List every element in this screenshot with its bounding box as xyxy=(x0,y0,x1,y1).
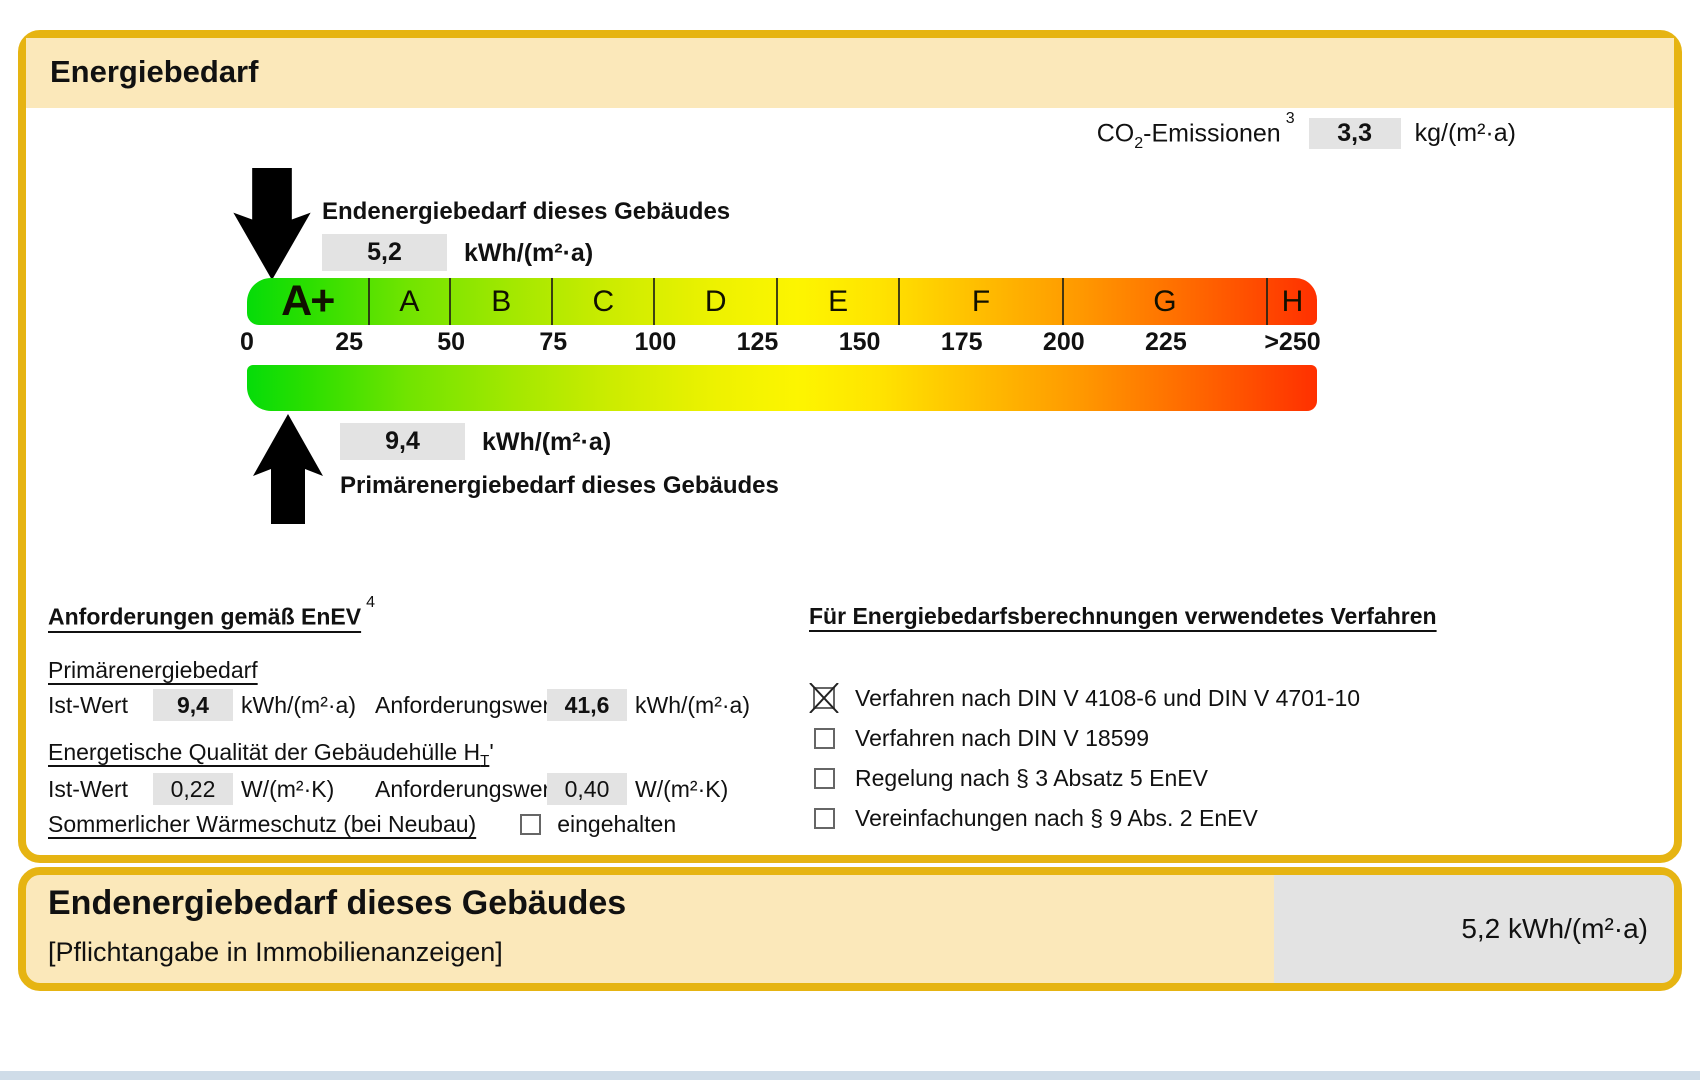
envelope-ist-value-box: 0,22 xyxy=(153,773,233,805)
method-row-3: Vereinfachungen nach § 9 Abs. 2 EnEV xyxy=(809,798,1360,838)
methods-title: Für Energiebedarfsberechnungen verwendet… xyxy=(809,603,1437,629)
envelope-quality-requirement-row: Ist-Wert 0,22 W/(m²·K) Anforderungswert … xyxy=(48,772,753,806)
primary-req-value-box: 41,6 xyxy=(547,689,627,721)
scale-band-label: D xyxy=(704,284,727,318)
scale-band-G: G xyxy=(1064,278,1268,325)
scale-tick-50: 50 xyxy=(437,328,466,356)
footer-value-box: 5,2 kWh/(m²·a) xyxy=(1274,875,1674,983)
primary-ist-unit: kWh/(m²·a) xyxy=(241,691,356,718)
end-energy-summary-panel: Endenergiebedarf dieses Gebäudes [Pflich… xyxy=(18,867,1682,991)
co2-value-box: 3,3 xyxy=(1308,118,1401,149)
method-label: Verfahren nach DIN V 18599 xyxy=(855,724,1150,751)
method-row-2: Regelung nach § 3 Absatz 5 EnEV xyxy=(809,758,1360,798)
scale-tick-100: 100 xyxy=(634,328,677,356)
eingehalten-label: eingehalten xyxy=(557,811,677,837)
scale-band-label: C xyxy=(592,284,615,318)
anforderungswert-label: Anforderungswert xyxy=(375,691,557,718)
scale-tick->250: >250 xyxy=(1264,328,1321,356)
scale-band-A: A xyxy=(370,278,452,325)
ist-wert-label: Ist-Wert xyxy=(48,775,129,802)
primary-ist-value-box: 9,4 xyxy=(153,689,233,721)
method-row-1: Verfahren nach DIN V 18599 xyxy=(809,718,1360,758)
end-energy-value-box: 5,2 xyxy=(322,234,447,271)
method-checkbox-3[interactable] xyxy=(814,807,835,829)
panel-title: Energiebedarf xyxy=(50,54,259,89)
scale-tick-125: 125 xyxy=(736,328,779,356)
co2-unit: kg/(m²·a) xyxy=(1414,119,1516,147)
summer-heat-protection-row: Sommerlicher Wärmeschutz (bei Neubau) ei… xyxy=(48,811,676,838)
scale-tick-150: 150 xyxy=(838,328,881,356)
scale-tick-200: 200 xyxy=(1042,328,1085,356)
method-label: Regelung nach § 3 Absatz 5 EnEV xyxy=(855,764,1208,791)
page-bottom-strip xyxy=(0,1071,1700,1080)
end-energy-arrow-icon xyxy=(232,168,312,281)
ist-wert-label: Ist-Wert xyxy=(48,691,129,718)
scale-tick-175: 175 xyxy=(940,328,983,356)
co2-label: CO2-Emissionen3 xyxy=(1096,109,1295,153)
envelope-req-unit: W/(m²·K) xyxy=(635,775,729,802)
anforderungswert-label: Anforderungswert xyxy=(375,775,557,802)
primary-energy-section-label: Primärenergiebedarf xyxy=(48,657,258,683)
method-checkbox-0-checked[interactable] xyxy=(809,682,839,714)
scale-band-F: F xyxy=(900,278,1064,325)
requirements-title: Anforderungen gemäß EnEV4 xyxy=(48,594,375,630)
primary-energy-arrow-icon xyxy=(252,414,324,524)
scale-tick-0: 0 xyxy=(240,328,254,356)
scale-band-label: E xyxy=(828,284,849,318)
co2-emissions-row: CO2-Emissionen3 3,3 kg/(m²·a) xyxy=(1096,109,1516,153)
eingehalten-checkbox[interactable] xyxy=(520,814,542,835)
scale-band-E: E xyxy=(778,278,901,325)
primary-energy-requirement-row: Ist-Wert 9,4 kWh/(m²·a) Anforderungswert… xyxy=(48,688,753,722)
primary-energy-unit: kWh/(m²·a) xyxy=(482,428,612,456)
end-energy-label: Endenergiebedarf dieses Gebäudes xyxy=(322,198,731,225)
energy-scale: A+ A B C D E F G H 0 25 50 75 100 125 150 175 200 225 >250 xyxy=(240,277,1321,411)
requirements-footnote: 4 xyxy=(366,594,375,611)
summer-heat-protection-label: Sommerlicher Wärmeschutz (bei Neubau) xyxy=(48,811,477,837)
envelope-req-value-box: 0,40 xyxy=(547,773,627,805)
scale-band-B: B xyxy=(451,278,554,325)
scale-band-label: G xyxy=(1153,284,1177,318)
scale-band-C: C xyxy=(553,278,656,325)
scale-tick-75: 75 xyxy=(539,328,568,356)
footer-subtitle: [Pflichtangabe in Immobilienanzeigen] xyxy=(48,937,503,967)
method-checkbox-2[interactable] xyxy=(814,767,835,789)
scale-band-label: A+ xyxy=(281,277,335,325)
scale-tick-225: 225 xyxy=(1145,328,1187,356)
envelope-ist-unit: W/(m²·K) xyxy=(241,775,335,802)
scale-band-H: H xyxy=(1268,278,1317,325)
scale-band-label: A xyxy=(399,284,420,318)
primary-energy-label: Primärenergiebedarf dieses Gebäudes xyxy=(340,472,779,499)
scale-band-D: D xyxy=(655,278,778,325)
scale-band-label: B xyxy=(491,284,512,318)
primary-energy-value-box: 9,4 xyxy=(340,423,465,460)
energy-scale-band-letters: A+ A B C D E F G H xyxy=(247,277,1317,325)
footer-title: Endenergiebedarf dieses Gebäudes xyxy=(48,884,627,922)
method-checkbox-1[interactable] xyxy=(814,727,835,749)
end-energy-unit: kWh/(m²·a) xyxy=(464,239,594,267)
primary-req-unit: kWh/(m²·a) xyxy=(635,691,750,718)
scale-tick-25: 25 xyxy=(335,328,363,356)
method-row-0: Verfahren nach DIN V 4108-6 und DIN V 47… xyxy=(809,678,1360,718)
method-label: Vereinfachungen nach § 9 Abs. 2 EnEV xyxy=(855,804,1258,831)
co2-footnote: 3 xyxy=(1285,109,1295,127)
method-label: Verfahren nach DIN V 4108-6 und DIN V 47… xyxy=(855,684,1361,711)
energy-scale-ticks: 0 25 50 75 100 125 150 175 200 225 >250 xyxy=(240,325,1321,365)
footer-value: 5,2 kWh/(m²·a) xyxy=(1461,913,1648,944)
energiebedarf-panel: Energiebedarf CO2-Emissionen3 3,3 kg/(m²… xyxy=(18,30,1682,863)
envelope-quality-section-label: Energetische Qualität der Gebäudehülle H… xyxy=(48,739,494,769)
panel-header: Energiebedarf xyxy=(26,38,1674,108)
methods-list: Verfahren nach DIN V 4108-6 und DIN V 47… xyxy=(809,678,1360,838)
scale-band-A+: A+ xyxy=(247,277,370,325)
energy-scale-band-gradient xyxy=(247,365,1317,411)
scale-band-label: F xyxy=(971,284,991,318)
scale-band-label: H xyxy=(1281,284,1304,318)
